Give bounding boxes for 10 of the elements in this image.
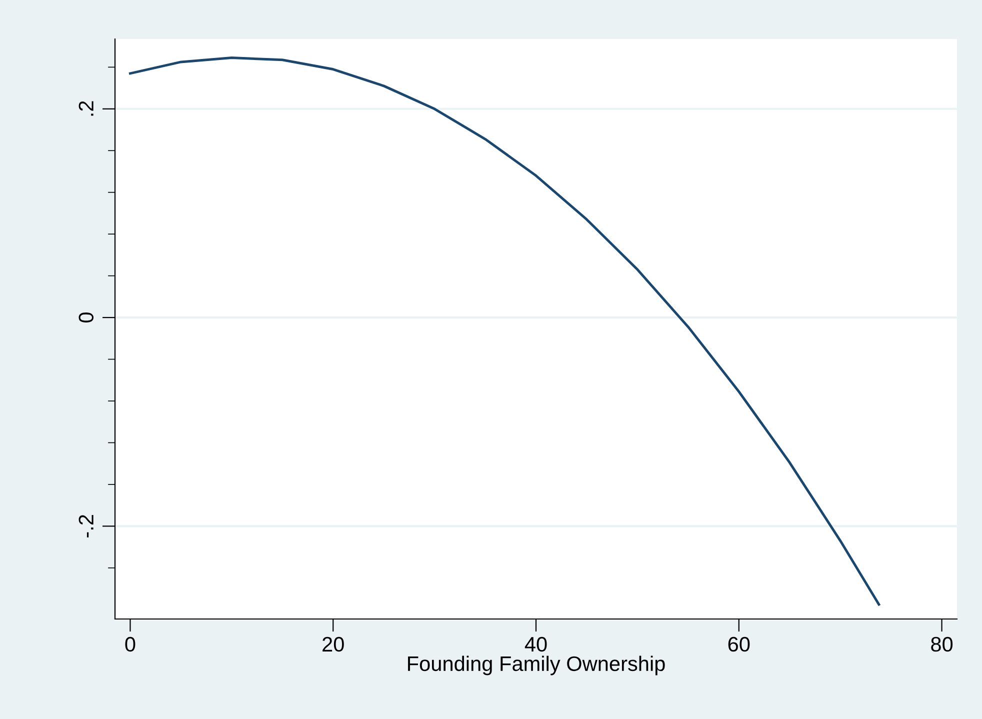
- x-tick-label: 40: [524, 636, 547, 652]
- y-tick-label: 0: [78, 312, 94, 323]
- x-tick-label: 0: [125, 636, 136, 652]
- y-tick-label: .2: [78, 101, 94, 116]
- x-tick-label: 60: [728, 636, 750, 652]
- y-tick-label: -.2: [78, 515, 94, 538]
- x-tick-label: 80: [931, 636, 953, 652]
- x-tick-label: 20: [322, 636, 344, 652]
- line-series: [128, 56, 880, 606]
- x-axis-title: Founding Family Ownership: [408, 656, 665, 676]
